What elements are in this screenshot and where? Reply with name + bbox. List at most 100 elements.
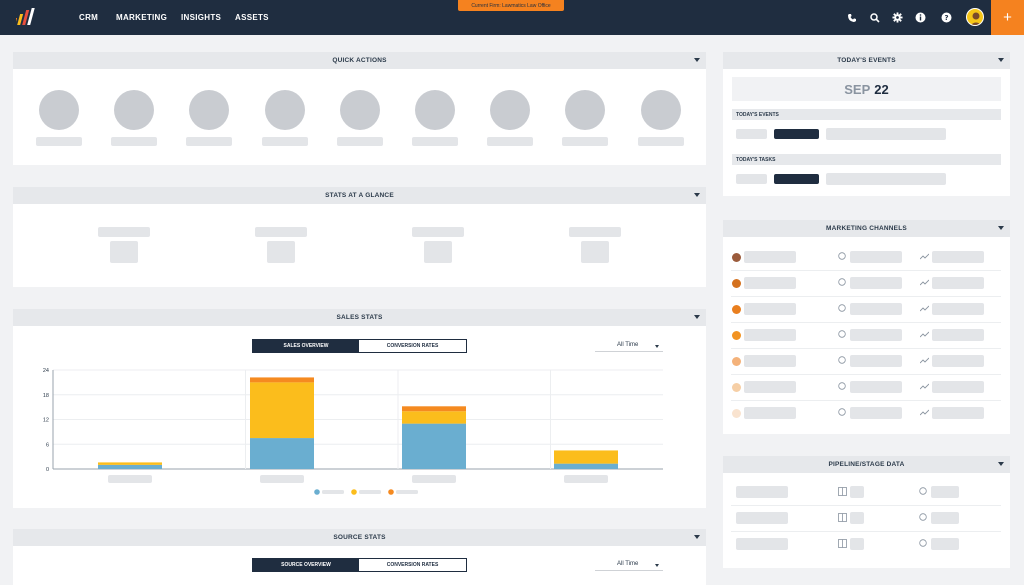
quick-action-button[interactable] — [565, 90, 606, 130]
quick-action-button[interactable] — [415, 90, 455, 130]
users-icon — [838, 487, 847, 498]
dollar-icon — [838, 382, 846, 392]
row-divider — [731, 400, 1001, 401]
channel-name-placeholder — [744, 355, 796, 367]
quick-action-label-placeholder — [412, 137, 458, 146]
stage-count-placeholder — [850, 538, 864, 550]
nav-insights[interactable]: INSIGHTS — [181, 13, 222, 22]
current-firm-banner: Current Firm: Lawmatics Law Office — [458, 0, 564, 11]
quick-action-button[interactable] — [39, 90, 79, 130]
sales-stats-header: SALES STATS — [13, 309, 706, 326]
gear-icon[interactable] — [891, 11, 904, 24]
bar-segment — [250, 382, 314, 439]
source-time-range-select[interactable]: All Time — [595, 559, 663, 571]
chevron-down-icon[interactable] — [998, 226, 1004, 230]
stage-count-placeholder — [850, 512, 864, 524]
dollar-icon — [838, 330, 846, 340]
row-divider — [731, 505, 1001, 506]
nav-marketing[interactable]: MARKETING — [116, 13, 168, 22]
quick-actions-panel: QUICK ACTIONS — [13, 52, 706, 165]
trend-icon — [919, 409, 930, 418]
channel-name-placeholder — [744, 303, 796, 315]
sales-stats-panel: SALES STATS SALES OVERVIEW CONVERSION RA… — [13, 309, 706, 508]
tab-conversion-rates[interactable]: CONVERSION RATES — [359, 340, 466, 352]
legend-swatch — [388, 489, 394, 495]
user-avatar[interactable] — [966, 8, 984, 26]
pipeline-stage-header: PIPELINE/STAGE DATA — [723, 456, 1010, 473]
bar-segment — [554, 450, 618, 464]
chevron-down-icon[interactable] — [998, 58, 1004, 62]
channel-trend-placeholder — [932, 329, 984, 341]
chevron-down-icon[interactable] — [694, 535, 700, 539]
quick-action-label-placeholder — [487, 137, 534, 146]
time-range-select[interactable]: All Time — [595, 340, 663, 352]
trend-icon — [919, 357, 930, 366]
search-icon[interactable] — [868, 11, 881, 24]
channel-color-dot — [732, 357, 741, 366]
trend-icon — [919, 253, 930, 262]
channel-color-dot — [732, 409, 741, 418]
phone-icon[interactable] — [845, 11, 858, 24]
legend-swatch — [351, 489, 357, 495]
stats-at-a-glance-header: STATS AT A GLANCE — [13, 187, 706, 204]
quick-action-button[interactable] — [114, 90, 155, 130]
app-logo-icon[interactable] — [12, 7, 36, 27]
marketing-channels-header: MARKETING CHANNELS — [723, 220, 1010, 237]
bar-segment — [402, 411, 466, 424]
stage-name-placeholder — [736, 538, 788, 550]
y-tick-label: 24 — [43, 368, 49, 374]
quick-action-button[interactable] — [189, 90, 230, 130]
quick-action-label-placeholder — [562, 137, 609, 146]
channel-value-placeholder — [850, 277, 902, 289]
quick-action-button[interactable] — [640, 90, 681, 130]
stat-value-placeholder — [267, 241, 295, 263]
help-icon[interactable]: ? — [940, 11, 953, 24]
chevron-down-icon[interactable] — [694, 58, 700, 62]
info-icon[interactable] — [914, 11, 927, 24]
legend-label-placeholder — [396, 490, 418, 494]
tab-source-overview[interactable]: SOURCE OVERVIEW — [253, 559, 359, 571]
todays-events-title: TODAY'S EVENTS — [837, 57, 896, 64]
trend-icon — [919, 305, 930, 314]
stat-value-placeholder — [581, 241, 609, 263]
quick-action-button[interactable] — [264, 90, 305, 130]
bar-segment — [402, 406, 466, 412]
todays-tasks-subheader: TODAY'S TASKS — [732, 154, 1001, 165]
quick-action-label-placeholder — [637, 137, 684, 146]
quick-action-button[interactable] — [339, 90, 380, 130]
quick-action-button[interactable] — [490, 90, 531, 130]
x-tick-label-placeholder — [412, 475, 456, 483]
dollar-icon — [838, 408, 846, 418]
channel-value-placeholder — [850, 355, 902, 367]
add-new-button[interactable]: + — [991, 0, 1024, 35]
channel-trend-placeholder — [932, 407, 984, 419]
quick-action-label-placeholder — [336, 137, 383, 146]
y-tick-label: 12 — [43, 418, 49, 424]
channel-trend-placeholder — [932, 381, 984, 393]
bar-segment — [98, 464, 162, 469]
channel-trend-placeholder — [932, 277, 984, 289]
y-tick-label: 0 — [46, 467, 49, 473]
nav-crm[interactable]: CRM — [79, 13, 99, 22]
row-divider — [731, 270, 1001, 271]
sales-stats-toggle: SALES OVERVIEW CONVERSION RATES — [252, 339, 467, 353]
pipeline-stage-panel: PIPELINE/STAGE DATA — [723, 456, 1010, 568]
stat-label-placeholder — [412, 227, 464, 237]
tab-source-conversion-rates[interactable]: CONVERSION RATES — [359, 559, 466, 571]
source-stats-header: SOURCE STATS — [13, 529, 706, 546]
stat-value-placeholder — [424, 241, 452, 263]
users-icon — [838, 513, 847, 524]
users-icon — [838, 539, 847, 550]
task-placeholder-dark — [774, 174, 819, 184]
chevron-down-icon[interactable] — [694, 315, 700, 319]
bar-segment — [250, 377, 314, 383]
nav-assets[interactable]: ASSETS — [235, 13, 269, 22]
chevron-down-icon[interactable] — [694, 193, 700, 197]
chevron-down-icon[interactable] — [998, 462, 1004, 466]
top-nav-bar: CRM MARKETING INSIGHTS ASSETS Current Fi… — [0, 0, 1024, 35]
dollar-icon — [919, 513, 927, 523]
row-divider — [731, 531, 1001, 532]
tab-sales-overview[interactable]: SALES OVERVIEW — [253, 340, 359, 352]
dollar-icon — [838, 304, 846, 314]
chevron-down-icon — [655, 564, 659, 567]
